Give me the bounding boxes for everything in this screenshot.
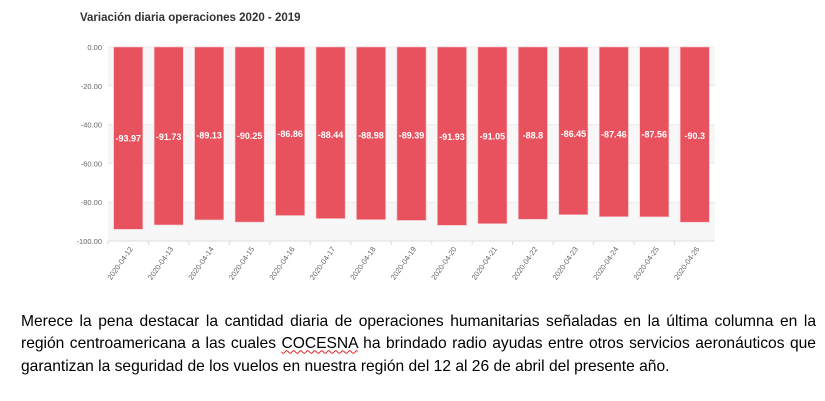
y-tick-label: -40.00 [81, 121, 102, 130]
chart-title: Variación diaria operaciones 2020 - 2019 [80, 12, 301, 24]
data-label: -90.25 [237, 131, 263, 141]
y-tick-label: 0.00 [87, 43, 102, 52]
x-tick-label: 2020-04-25 [632, 245, 661, 282]
x-tick-label: 2020-04-20 [429, 245, 458, 282]
bar [679, 46, 710, 223]
x-tick-label: 2020-04-19 [389, 245, 418, 282]
data-label: -86.45 [561, 129, 587, 139]
bar [153, 46, 184, 226]
data-label: -91.73 [156, 132, 182, 142]
data-label: -88.44 [318, 130, 344, 140]
data-label: -89.13 [196, 130, 222, 140]
x-tick-label: 2020-04-12 [105, 245, 134, 282]
bar [558, 46, 589, 216]
bar [194, 46, 225, 221]
bar [477, 46, 508, 224]
data-label: -87.46 [601, 129, 627, 139]
data-label: -89.39 [399, 131, 425, 141]
bar [437, 46, 467, 226]
y-axis: 0.00 -20.00 -40.00 -60.00 -80.00 -100.00 [77, 43, 102, 246]
y-tick-label: -60.00 [81, 159, 102, 168]
data-label: -90.3 [685, 131, 706, 141]
x-tick-label: 2020-04-24 [591, 245, 620, 282]
x-tick-label: 2020-04-23 [551, 245, 580, 282]
data-label: -87.56 [642, 130, 668, 140]
bar [356, 46, 386, 220]
body-paragraph: Merece la pena destacar la cantidad diar… [21, 311, 816, 378]
bars: -93.97 -91.73 -89.13 -90.25 -86.86 -88.44 -88.… [113, 46, 710, 230]
bar [396, 46, 427, 221]
x-tick-label: 2020-04-14 [186, 245, 215, 282]
data-label: -91.05 [480, 132, 506, 142]
data-label: -93.97 [115, 133, 141, 143]
x-tick-label: 2020-04-13 [146, 245, 175, 282]
data-label: -88.8 [523, 130, 544, 140]
x-tick-label: 2020-04-21 [470, 245, 499, 282]
x-axis: 2020-04-12 2020-04-13 2020-04-14 2020-04-15… [105, 241, 701, 282]
paragraph-text-end: ha brindado radio ayudas entre otros ser… [21, 335, 816, 375]
y-tick-label: -100.00 [77, 237, 102, 246]
bar [598, 46, 629, 217]
x-tick-label: 2020-04-17 [308, 245, 337, 282]
x-tick-label: 2020-04-22 [510, 245, 539, 282]
bar [315, 46, 346, 219]
bar [518, 46, 548, 220]
data-label: -91.93 [439, 132, 465, 142]
data-label: -88.98 [358, 130, 384, 140]
y-tick-label: -20.00 [81, 82, 102, 91]
bar [113, 46, 144, 230]
x-tick-label: 2020-04-26 [672, 245, 701, 282]
bar [639, 46, 670, 218]
x-tick-label: 2020-04-18 [348, 245, 377, 282]
bar [234, 46, 265, 223]
bar-chart: Variación diaria operaciones 2020 - 2019… [77, 12, 715, 282]
cocesna-word: COCESNA [281, 335, 358, 353]
x-tick-label: 2020-04-16 [267, 245, 296, 282]
y-tick-label: -80.00 [81, 198, 102, 207]
bar [275, 46, 305, 216]
x-tick-label: 2020-04-15 [227, 245, 256, 282]
data-label: -86.86 [277, 129, 303, 139]
paragraph-text-start: Merece la pena destacar la cantidad diar… [21, 313, 816, 353]
